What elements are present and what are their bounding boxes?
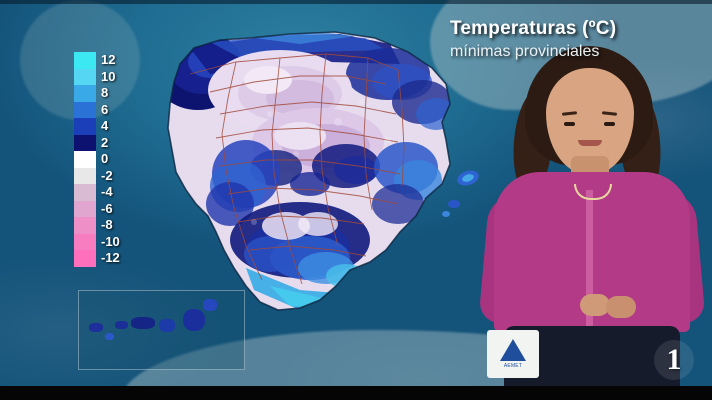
canary-isle-fuerteventura xyxy=(183,309,205,331)
legend-swatch xyxy=(74,134,96,151)
legend-label: -2 xyxy=(101,167,113,183)
legend-label: 0 xyxy=(101,151,109,166)
legend-row: -12 xyxy=(74,250,130,267)
blouse-placket xyxy=(586,190,593,328)
legend-swatch xyxy=(74,167,96,184)
canary-isle-tenerife xyxy=(131,317,155,329)
legend-row: 4 xyxy=(74,118,130,135)
legend-swatch xyxy=(74,250,96,267)
canary-islands-inset xyxy=(78,290,245,370)
hand-left xyxy=(580,294,610,316)
legend-label: 4 xyxy=(101,118,109,133)
legend-row: 12 xyxy=(74,52,130,69)
mouth xyxy=(578,140,602,146)
page-subtitle: mínimas provinciales xyxy=(450,43,600,60)
legend-swatch xyxy=(74,217,96,234)
eyebrow-left xyxy=(561,111,578,116)
legend-row: -8 xyxy=(74,217,130,234)
aemet-logo-text: AEMET xyxy=(503,363,523,369)
temperature-color-scale: 12 10 8 6 4 2 0 -2 xyxy=(74,52,130,267)
legend-swatch xyxy=(74,68,96,85)
eyebrow-right xyxy=(601,111,618,116)
legend-label: 8 xyxy=(101,85,109,100)
channel-bug-circle xyxy=(654,340,694,380)
legend-swatch xyxy=(74,118,96,135)
eye-right xyxy=(604,122,615,126)
legend-swatch xyxy=(74,151,96,168)
canary-isle-lanzarote xyxy=(203,299,217,311)
legend-label: -6 xyxy=(101,200,113,216)
legend-row: -6 xyxy=(74,200,130,217)
legend-swatch xyxy=(74,101,96,118)
channel-bug-number: 1 xyxy=(666,343,682,376)
legend-swatch xyxy=(74,184,96,201)
canary-isle-gran-canaria xyxy=(159,319,175,332)
channel-bug: 1 xyxy=(654,340,694,380)
legend-label: 10 xyxy=(101,68,116,84)
top-edge-bar xyxy=(0,0,712,4)
balearic-islands xyxy=(442,170,479,217)
legend-row: -4 xyxy=(74,184,130,201)
legend-label: -8 xyxy=(101,217,113,232)
iberia-map-layer xyxy=(150,18,480,338)
legend-swatch xyxy=(74,52,96,69)
legend-row: 0 xyxy=(74,151,130,168)
legend-swatch xyxy=(74,85,96,102)
legend-row: 10 xyxy=(74,68,130,85)
aemet-logo: AEMET xyxy=(487,330,539,378)
legend-label: -12 xyxy=(101,250,120,265)
legend-row: -10 xyxy=(74,233,130,250)
canary-isle-gomera xyxy=(115,321,128,329)
title-block: Temperaturas (ºC) mínimas provinciales xyxy=(436,14,712,69)
page-title: Temperaturas (ºC) xyxy=(450,18,617,39)
legend-label: 6 xyxy=(101,101,109,117)
legend-label: -10 xyxy=(101,233,120,249)
legend-label: -4 xyxy=(101,184,113,199)
legend-swatch xyxy=(74,200,96,217)
legend-label: 12 xyxy=(101,52,116,67)
eye-left xyxy=(564,122,575,126)
legend-row: 6 xyxy=(74,101,130,118)
canary-isle-hierro xyxy=(105,333,114,340)
aemet-triangle-icon xyxy=(500,339,526,361)
canary-isle-la-palma xyxy=(89,323,103,332)
legend-row: -2 xyxy=(74,167,130,184)
hand-right xyxy=(606,296,636,318)
legend-row: 2 xyxy=(74,134,130,151)
legend-row: 8 xyxy=(74,85,130,102)
legend-swatch xyxy=(74,233,96,250)
bottom-black-bar xyxy=(0,386,712,400)
legend-label: 2 xyxy=(101,134,109,150)
